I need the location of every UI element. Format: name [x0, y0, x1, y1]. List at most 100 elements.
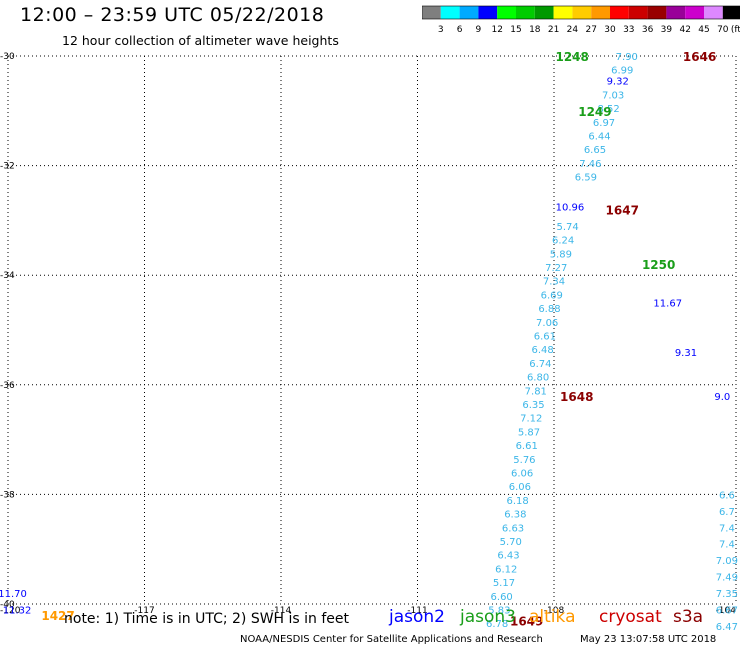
y-tick-label: -38 [0, 490, 15, 500]
wave-height-point: 6.60 [491, 592, 513, 603]
wave-height-point: 11.67 [653, 299, 682, 310]
color-scale-tick: 24 [567, 25, 579, 35]
color-swatch [704, 6, 723, 19]
wave-height-point: 5.87 [518, 427, 540, 438]
wave-height-point: 7.12 [520, 414, 542, 425]
wave-height-point: 7.09 [716, 556, 738, 567]
legend-s3a: s3a [673, 607, 704, 627]
x-tick-label: -108 [544, 606, 565, 616]
wave-height-point: 6.18 [506, 496, 528, 507]
color-scale-tick: 15 [510, 25, 521, 35]
wave-height-point: 5.89 [550, 249, 572, 260]
color-scale-tick: 21 [548, 25, 559, 35]
color-scale-tick: 42 [679, 25, 690, 35]
y-tick-label: -40 [0, 600, 15, 610]
page-subtitle: 12 hour collection of altimeter wave hei… [62, 33, 339, 48]
color-scale-tick: 30 [604, 25, 616, 35]
wave-height-point: 7.4 [719, 523, 735, 534]
wave-height-point: 9.32 [607, 77, 629, 88]
pass-time-label: 1649 [510, 614, 543, 628]
x-tick-label: -114 [271, 606, 292, 616]
wave-height-point: 6.6 [719, 490, 735, 501]
wave-height-point: 6.65 [584, 145, 606, 156]
color-swatch [440, 6, 460, 19]
wave-height-point: 8.52 [597, 104, 619, 115]
color-swatch [572, 6, 592, 19]
color-swatch [478, 6, 498, 19]
legend-cryosat: cryosat [599, 607, 662, 627]
color-bar-frame [422, 5, 740, 20]
wave-height-point: 6.12 [495, 564, 517, 575]
color-scale-tick: 3 [438, 25, 444, 35]
wave-height-point: 5.83 [488, 605, 510, 616]
color-swatch [628, 6, 648, 19]
wave-height-point: 6.88 [538, 304, 560, 315]
wave-height-point: 5.70 [500, 537, 522, 548]
x-tick-label: -104 [716, 606, 737, 616]
color-scale-tick: 36 [642, 25, 654, 35]
wave-height-point: 6.43 [497, 551, 519, 562]
color-swatch [722, 6, 740, 19]
wave-height-point: 10.96 [556, 203, 585, 214]
wave-height-point: 6.80 [527, 373, 549, 384]
wave-height-point: 6.47 [716, 622, 738, 633]
wave-height-point: 7.34 [543, 277, 565, 288]
wave-height-point: 6.61 [516, 441, 538, 452]
color-swatch [610, 6, 629, 19]
color-swatch [591, 6, 610, 19]
color-scale-unit: (ft) [731, 25, 740, 35]
wave-height-point: 7.06 [536, 318, 558, 329]
y-tick-label: -32 [0, 162, 15, 172]
color-scale-tick: 6 [457, 25, 463, 35]
wave-height-point: 7.35 [716, 589, 738, 600]
color-scale-tick: 27 [585, 25, 596, 35]
wave-height-point: 7.81 [525, 386, 547, 397]
y-tick-label: -34 [0, 271, 15, 281]
wave-height-point: 6.48 [531, 345, 553, 356]
wave-height-point: 6.74 [529, 359, 551, 370]
color-scale-tick: 45 [698, 25, 709, 35]
color-scale-tick: 70 [717, 25, 729, 35]
pass-time-label: 1250 [642, 258, 675, 272]
wave-height-point: 5.17 [493, 578, 515, 589]
x-tick-label: -111 [407, 606, 427, 616]
wave-height-point: 6.61 [534, 331, 556, 342]
x-tick-label: -120 [0, 606, 21, 616]
color-swatch [534, 6, 554, 19]
x-tick-label: -117 [134, 606, 154, 616]
color-swatch [553, 6, 573, 19]
wave-height-point: 6.59 [575, 173, 597, 184]
wave-height-point: 7.4 [719, 540, 735, 551]
wave-height-point: 6.69 [541, 290, 563, 301]
y-tick-label: -36 [0, 381, 15, 391]
legend-jason3: jason3 [460, 607, 516, 627]
wave-height-point: 7.49 [716, 573, 738, 584]
wave-height-point: 9.0 [714, 392, 730, 403]
color-scale-tick: 12 [491, 25, 502, 35]
page-title: 12:00 – 23:59 UTC 05/22/2018 [20, 4, 325, 26]
wave-height-point: 6.06 [511, 468, 533, 479]
wave-height-point: 6.63 [502, 523, 524, 534]
wave-height-point: 11.32 [3, 605, 32, 616]
wave-height-point: 6.24 [552, 236, 574, 247]
pass-time-label: 1427 [41, 609, 74, 623]
wave-height-point: 6.67 [716, 605, 738, 616]
wave-height-point: 7.46 [579, 159, 601, 170]
wave-height-point: 6.35 [522, 400, 544, 411]
pass-time-label: 1249 [578, 105, 611, 119]
wave-height-point: 6.38 [504, 510, 526, 521]
wave-height-point: 5.74 [557, 222, 579, 233]
pass-time-label: 1248 [555, 50, 588, 64]
color-swatch [497, 6, 516, 19]
color-swatch [422, 6, 441, 19]
color-swatch [647, 6, 667, 19]
wave-height-point: 7.27 [545, 263, 567, 274]
wave-height-point: 5.76 [513, 455, 535, 466]
y-tick-label: -30 [0, 52, 15, 62]
wave-height-point: 6.97 [593, 118, 615, 129]
wave-height-point: 6.06 [509, 482, 531, 493]
footer-timestamp: May 23 13:07:58 UTC 2018 [580, 634, 717, 645]
wave-height-point: 6.7 [719, 507, 735, 518]
